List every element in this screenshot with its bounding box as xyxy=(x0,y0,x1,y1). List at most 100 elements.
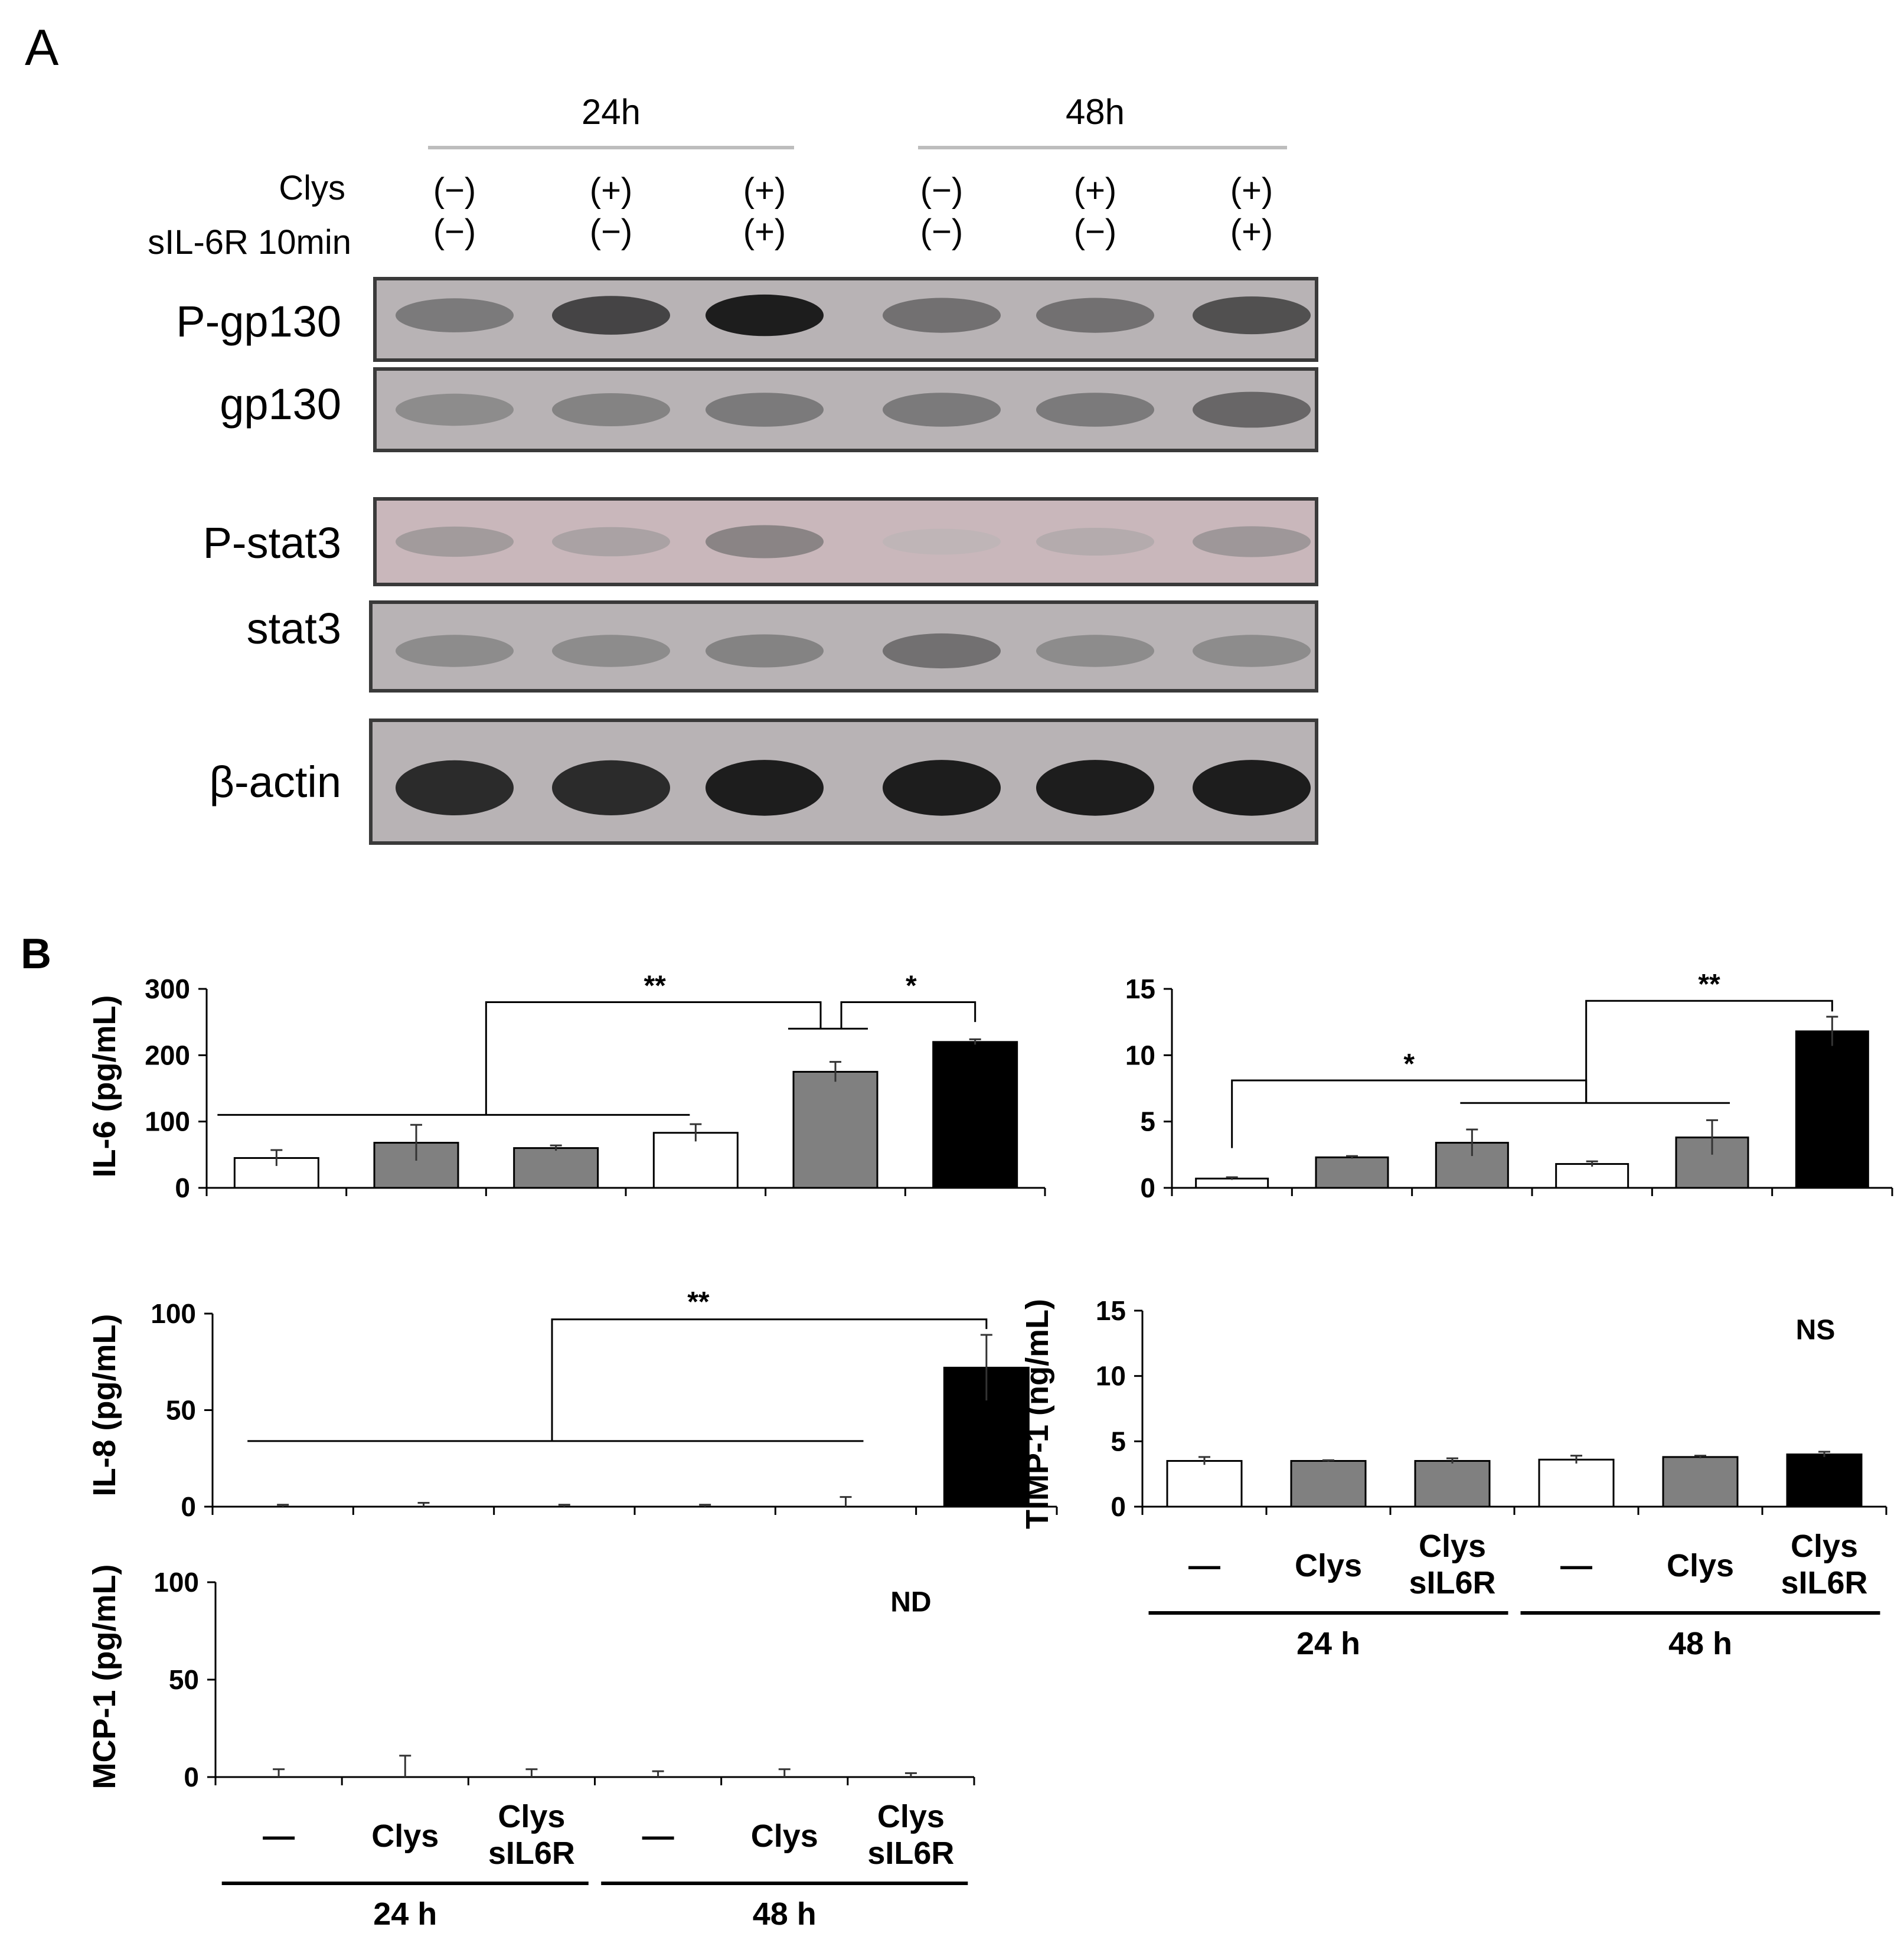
blot-band xyxy=(706,760,824,816)
blot-band xyxy=(883,528,1001,555)
category-label: sIL6R xyxy=(488,1836,575,1871)
blot-band xyxy=(396,526,514,557)
y-axis-label: TIMP-1 (ng/mL) xyxy=(1020,1299,1055,1529)
category-label: Clys xyxy=(1667,1548,1734,1583)
blot-band xyxy=(396,635,514,667)
time-group-24h: 24h xyxy=(582,92,641,132)
blot-membrane xyxy=(373,277,1318,362)
significance-label: ** xyxy=(687,1286,710,1318)
blot-membrane xyxy=(373,497,1318,586)
blot-band xyxy=(1036,393,1154,427)
category-label: — xyxy=(642,1818,674,1854)
condition-value: (+) xyxy=(743,171,786,210)
blot-band xyxy=(883,760,1001,816)
category-label: sIL6R xyxy=(867,1836,954,1871)
y-tick-label: 0 xyxy=(184,1762,199,1792)
group-label: 24 h xyxy=(1296,1626,1360,1661)
panel-a-letter: A xyxy=(25,19,59,76)
blot-band xyxy=(552,635,670,667)
category-label: Clys xyxy=(1791,1529,1858,1564)
blot-band xyxy=(1193,760,1311,816)
condition-values: (−) (+) (+) (−) (+) (+)(−) (−) (+) (−) (−) (+) xyxy=(433,171,1273,251)
blot-band xyxy=(706,393,824,427)
category-label: Clys xyxy=(1295,1548,1362,1583)
blot-band xyxy=(1036,298,1154,333)
y-tick-label: 5 xyxy=(1111,1426,1126,1456)
blot-band xyxy=(883,298,1001,333)
condition-value: (−) xyxy=(920,171,964,210)
blot-label: P-gp130 xyxy=(176,297,341,346)
condition-value: (−) xyxy=(590,213,633,251)
blot-band xyxy=(1193,391,1311,428)
y-tick-label: 15 xyxy=(1125,974,1155,1004)
y-tick-label: 10 xyxy=(1125,1040,1155,1070)
condition-value: (−) xyxy=(433,171,476,210)
category-label: — xyxy=(1188,1548,1220,1583)
significance-label: * xyxy=(906,970,917,1001)
category-label: Clys xyxy=(751,1818,818,1854)
time-group-48h: 48h xyxy=(1066,92,1125,132)
y-tick-label: 0 xyxy=(181,1491,196,1522)
y-tick-label: 5 xyxy=(1140,1106,1155,1137)
category-label: Clys xyxy=(498,1799,565,1834)
blot-2: P-stat3 xyxy=(203,497,1318,586)
category-label: sIL6R xyxy=(1781,1565,1867,1601)
bar xyxy=(1538,1458,1615,1508)
blot-band xyxy=(552,296,670,335)
blot-label: gp130 xyxy=(220,380,341,429)
western-blots: P-gp130 gp130 P-stat3 stat3 β-actin xyxy=(176,277,1318,845)
bar xyxy=(1555,1163,1629,1189)
y-tick-label: 0 xyxy=(175,1173,190,1203)
significance-label: NS xyxy=(1796,1315,1836,1346)
category-label: sIL6R xyxy=(1409,1565,1495,1601)
significance-label: ** xyxy=(1698,969,1720,1000)
condition-label-sil6r: sIL-6R 10min xyxy=(148,223,351,262)
blot-4: β-actin xyxy=(209,718,1318,845)
blot-band xyxy=(883,633,1001,669)
condition-value: (−) xyxy=(1074,213,1117,251)
blot-1: gp130 xyxy=(220,367,1318,452)
y-axis-label: IL-6 (pg/mL) xyxy=(87,995,122,1178)
bar xyxy=(1795,1030,1869,1189)
bar xyxy=(1414,1460,1491,1508)
blot-band xyxy=(1036,635,1154,667)
blot-band xyxy=(552,527,670,557)
y-axis-label: MCP-1 (pg/mL) xyxy=(87,1565,122,1789)
blot-band xyxy=(396,393,514,426)
chart-2: 0 50 100 IL-8 (pg/mL) ** xyxy=(87,1286,1058,1522)
bar xyxy=(1315,1156,1389,1189)
blot-band xyxy=(552,393,670,426)
bar xyxy=(1290,1460,1367,1508)
blot-band xyxy=(706,525,824,559)
bar xyxy=(373,1142,459,1189)
significance-label: ND xyxy=(890,1587,931,1618)
group-label: 24 h xyxy=(373,1896,437,1932)
y-tick-label: 0 xyxy=(1111,1491,1126,1522)
blot-3: stat3 xyxy=(247,600,1318,693)
significance-bracket xyxy=(1585,1000,1833,1103)
blot-0: P-gp130 xyxy=(176,277,1318,362)
significance-bracket xyxy=(1231,1079,1588,1148)
blot-band xyxy=(706,294,824,337)
blot-label: β-actin xyxy=(209,757,341,806)
significance-bracket xyxy=(551,1318,988,1441)
blot-band xyxy=(552,760,670,815)
y-tick-label: 100 xyxy=(151,1298,196,1329)
panel-a: A 24h 48h Clys sIL-6R 10min (−) (+) (+) (−)… xyxy=(25,19,1318,845)
bar xyxy=(1786,1453,1863,1508)
blot-membrane xyxy=(373,367,1318,452)
bar xyxy=(1195,1177,1269,1189)
condition-value: (+) xyxy=(1074,171,1117,210)
y-tick-label: 15 xyxy=(1096,1295,1126,1326)
y-tick-label: 0 xyxy=(1140,1173,1155,1203)
blot-band xyxy=(396,760,514,815)
significance-label: ** xyxy=(644,970,666,1001)
category-label: Clys xyxy=(877,1799,945,1834)
category-label: — xyxy=(1560,1548,1592,1583)
y-tick-label: 100 xyxy=(145,1106,190,1137)
